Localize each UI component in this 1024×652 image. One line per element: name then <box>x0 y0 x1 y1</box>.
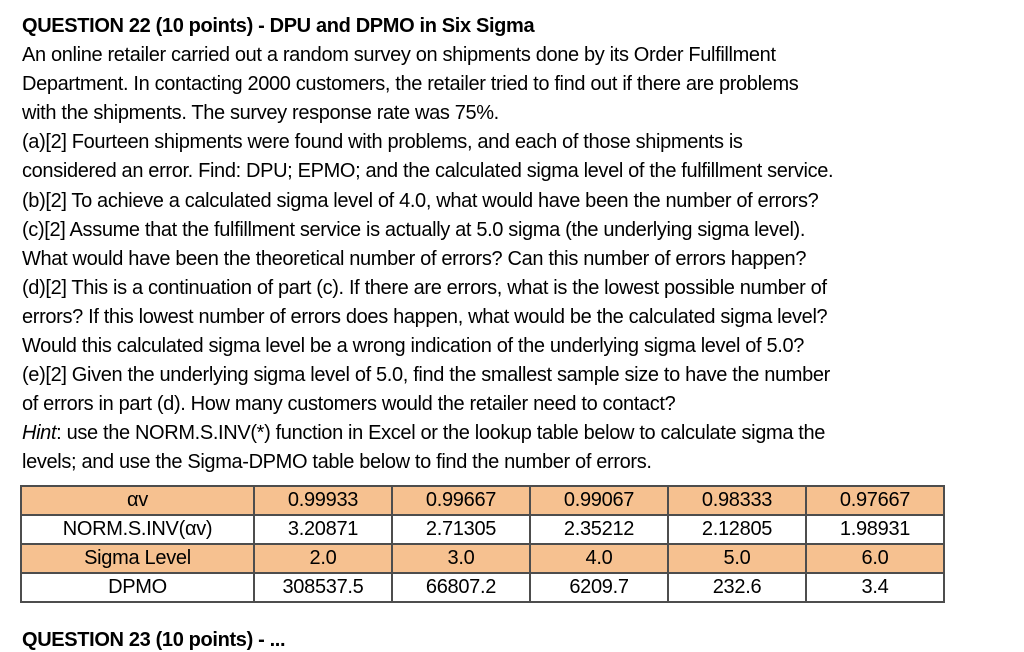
table-cell: 6.0 <box>805 542 945 574</box>
sigma-dpmo-table: αv 0.99933 0.99667 0.99067 0.98333 0.976… <box>20 484 945 603</box>
table-cell: 308537.5 <box>253 571 393 603</box>
table-row-sigma-level: Sigma Level 2.0 3.0 4.0 5.0 6.0 <box>20 542 945 574</box>
table-cell: 2.71305 <box>391 513 531 545</box>
hint-line: Hint: use the NORM.S.INV(*) function in … <box>22 419 1007 448</box>
question-text-line-part-c: (c)[2] Assume that the fulfillment servi… <box>22 218 806 241</box>
table-cell: 0.98333 <box>667 484 807 516</box>
question-text-line-part-a: (a)[2] Fourteen shipments were found wit… <box>22 131 743 154</box>
table-row-label: NORM.S.INV(αv) <box>20 513 255 545</box>
table-row-dpmo: DPMO 308537.5 66807.2 6209.7 232.6 3.4 <box>20 571 945 603</box>
table-row-label: DPMO <box>20 571 255 603</box>
question-text-line: An online retailer carried out a random … <box>22 44 776 67</box>
table-row-norm-s-inv: NORM.S.INV(αv) 3.20871 2.71305 2.35212 2… <box>20 513 945 545</box>
table-cell: 3.20871 <box>253 513 393 545</box>
hint-line-continued: levels; and use the Sigma-DPMO table bel… <box>22 451 652 474</box>
table-row-label: Sigma Level <box>20 542 255 574</box>
table-cell: 3.0 <box>391 542 531 574</box>
table-cell: 2.35212 <box>529 513 669 545</box>
table-cell: 1.98931 <box>805 513 945 545</box>
table-cell: 3.4 <box>805 571 945 603</box>
table-cell: 66807.2 <box>391 571 531 603</box>
table-cell: 5.0 <box>667 542 807 574</box>
question-block: QUESTION 22 (10 points) - DPU and DPMO i… <box>20 12 1007 603</box>
question-text-line: of errors in part (d). How many customer… <box>22 393 676 416</box>
table-cell: 0.99067 <box>529 484 669 516</box>
hint-label: Hint <box>22 422 57 445</box>
table-cell: 2.0 <box>253 542 393 574</box>
table-cell: 0.97667 <box>805 484 945 516</box>
table-cell: 4.0 <box>529 542 669 574</box>
question-text-line-part-b: (b)[2] To achieve a calculated sigma lev… <box>22 189 819 212</box>
question-text-line: Would this calculated sigma level be a w… <box>22 335 804 358</box>
question-heading: QUESTION 22 (10 points) - DPU and DPMO i… <box>22 15 535 37</box>
table-cell: 232.6 <box>667 571 807 603</box>
hint-text: : use the NORM.S.INV(*) function in Exce… <box>56 422 826 445</box>
question-text-line: considered an error. Find: DPU; EPMO; an… <box>22 160 834 183</box>
table-row-alpha: αv 0.99933 0.99667 0.99067 0.98333 0.976… <box>20 484 945 516</box>
table-row-label: αv <box>20 484 255 516</box>
table-cell: 6209.7 <box>529 571 669 603</box>
question-text-line-part-d: (d)[2] This is a continuation of part (c… <box>22 276 827 299</box>
question-text-line: What would have been the theoretical num… <box>22 247 807 270</box>
next-question-heading-cutoff: QUESTION 23 (10 points) - ... <box>22 629 286 651</box>
question-text-line: with the shipments. The survey response … <box>22 102 499 125</box>
question-text-line: Department. In contacting 2000 customers… <box>22 73 799 96</box>
table-cell: 0.99933 <box>253 484 393 516</box>
question-text-line: errors? If this lowest number of errors … <box>22 305 828 328</box>
question-text-line-part-e: (e)[2] Given the underlying sigma level … <box>22 364 830 387</box>
table-cell: 2.12805 <box>667 513 807 545</box>
table-cell: 0.99667 <box>391 484 531 516</box>
